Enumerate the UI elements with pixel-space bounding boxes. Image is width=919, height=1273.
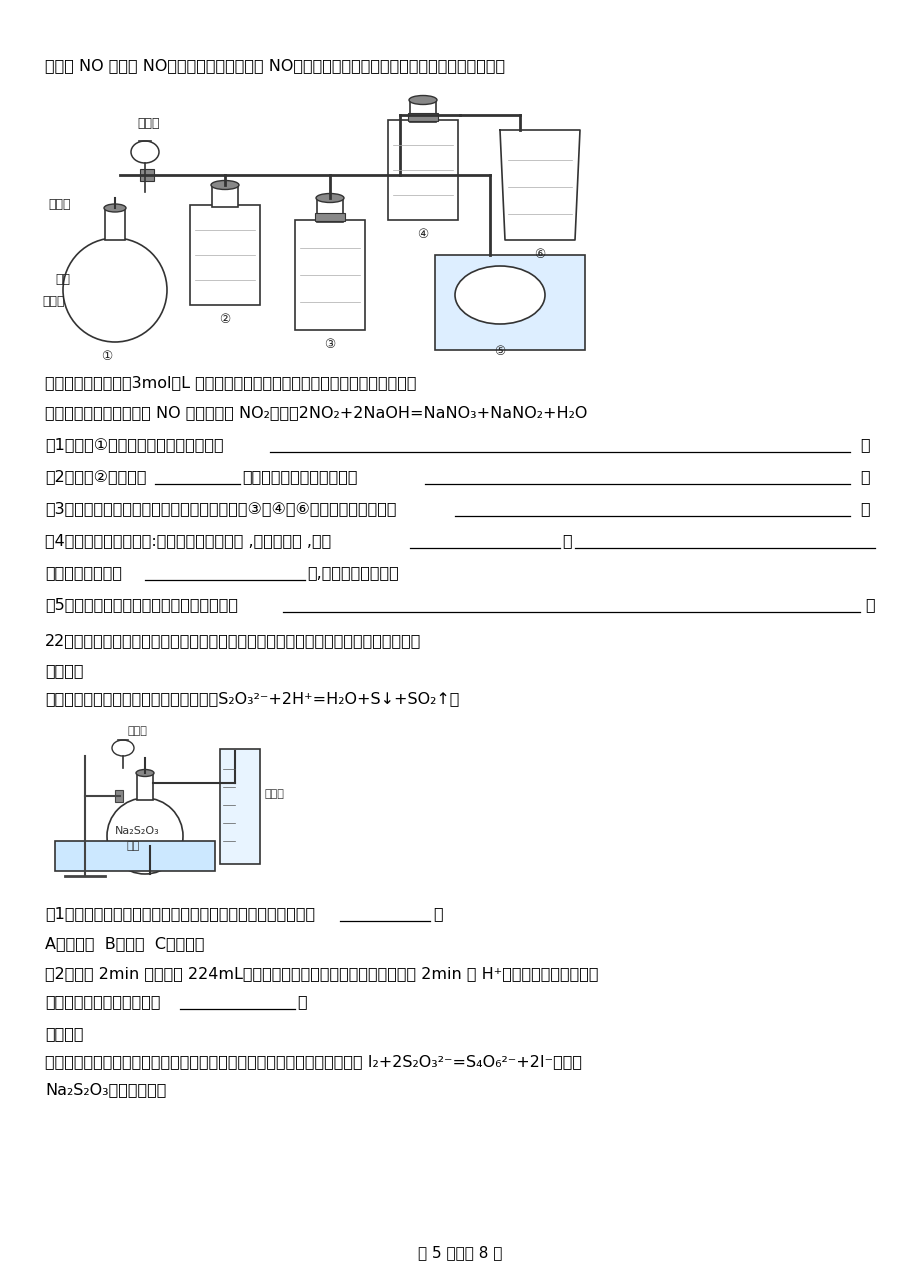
Text: （此操作的目的是: （此操作的目的是 <box>45 565 122 580</box>
Text: 酸能将 NO 氧化成 NO２，而稀硝酸不能氧化 NO。由此得出的结论是濃硝酸的氧化性强于稀硝酸。: 酸能将 NO 氧化成 NO２，而稀硝酸不能氧化 NO。由此得出的结论是濃硝酸的氧… <box>45 59 505 73</box>
Text: 。: 。 <box>297 994 306 1009</box>
Bar <box>137 773 153 799</box>
Text: （5）该小组得出的结论所依据的实验现象是: （5）该小组得出的结论所依据的实验现象是 <box>45 597 238 612</box>
Bar <box>317 199 343 222</box>
Text: 实验一：: 实验一： <box>45 663 84 679</box>
Text: （1）除如图装置所示的实验用品外，还需要的一种实验用品是: （1）除如图装置所示的实验用品外，还需要的一种实验用品是 <box>45 906 315 920</box>
Text: 为探讨反应物浓度对化学反应速率的影响，设计的实验方案如下表。（已知 I₂+2S₂O₃²⁻=S₄O₆²⁻+2I⁻，其中: 为探讨反应物浓度对化学反应速率的影响，设计的实验方案如下表。（已知 I₂+2S₂… <box>45 1054 582 1069</box>
Text: 22．为了探究化学反应速率和化学反应限度的有关问题，某研究小组进行了以下实验：: 22．为了探究化学反应速率和化学反应限度的有关问题，某研究小组进行了以下实验： <box>45 633 421 648</box>
Text: （2）装置②的目的是: （2）装置②的目的是 <box>45 468 146 484</box>
Text: ②: ② <box>219 313 231 326</box>
Text: （2）若在 2min 时收集到 224mL（已折算成标准状况）气体，可计算出该 2min 内 H⁺的反应速率，而该测定: （2）若在 2min 时收集到 224mL（已折算成标准状况）气体，可计算出该 … <box>45 966 598 981</box>
Bar <box>55 841 215 871</box>
Ellipse shape <box>210 181 239 190</box>
Text: （1）装置①中发生反应的离子方程式是: （1）装置①中发生反应的离子方程式是 <box>45 437 223 452</box>
Text: A．温度计  B．秒表  C．酒精灯: A．温度计 B．秒表 C．酒精灯 <box>45 936 204 951</box>
Text: 量气管: 量气管 <box>265 789 285 799</box>
Text: 弹簧夹: 弹簧夹 <box>48 199 71 211</box>
Text: 。: 。 <box>433 906 442 920</box>
Text: Na₂S₂O₃溶液均足量）: Na₂S₂O₃溶液均足量） <box>45 1082 166 1097</box>
Text: ④: ④ <box>417 228 428 241</box>
Text: ；: ； <box>859 437 868 452</box>
Circle shape <box>107 798 183 875</box>
Bar <box>231 778 239 788</box>
Ellipse shape <box>315 193 344 202</box>
Bar <box>105 207 125 241</box>
Ellipse shape <box>455 266 544 325</box>
Bar <box>220 749 260 864</box>
Text: （3）实验应避免有害气体排放到空气中，装置③、④、⑥中盛放的药品依次是: （3）实验应避免有害气体排放到空气中，装置③、④、⑥中盛放的药品依次是 <box>45 502 396 516</box>
Text: ①: ① <box>101 350 112 363</box>
Text: 浓硝酸: 浓硝酸 <box>137 117 159 130</box>
Circle shape <box>62 238 167 342</box>
Bar <box>115 791 123 802</box>
Text: Na₂S₂O₃: Na₂S₂O₃ <box>115 826 160 836</box>
Bar <box>295 220 365 330</box>
Text: ③: ③ <box>324 339 335 351</box>
Text: 铜片: 铜片 <box>55 272 70 286</box>
Text: 第 5 页，共 8 页: 第 5 页，共 8 页 <box>417 1245 502 1260</box>
Text: 可选药品：濃硝酸、3mol／L 稀硝酸、蒸馏水、濃硫酸、氮氧化钙溶液及二氧化碳: 可选药品：濃硝酸、3mol／L 稀硝酸、蒸馏水、濃硫酸、氮氧化钙溶液及二氧化碳 <box>45 376 416 390</box>
Bar <box>407 113 437 121</box>
Text: 弹簧夹: 弹簧夹 <box>42 295 64 308</box>
Text: ）,最后滴加濃硝酸；: ）,最后滴加濃硝酸； <box>307 565 398 580</box>
Text: ⑤: ⑤ <box>494 345 505 358</box>
Ellipse shape <box>130 141 159 163</box>
Ellipse shape <box>409 95 437 104</box>
Text: ⑥: ⑥ <box>534 248 545 261</box>
Text: 値比实际値偏小，其原因是: 値比实际値偏小，其原因是 <box>45 994 160 1009</box>
Text: 溶液: 溶液 <box>127 841 140 850</box>
Bar <box>190 205 260 306</box>
Text: 已知：氮氧化钙溶液不与 NO 反应，能与 NO₂反应：2NO₂+2NaOH=NaNO₃+NaNO₂+H₂O: 已知：氮氧化钙溶液不与 NO 反应，能与 NO₂反应：2NO₂+2NaOH=Na… <box>45 405 586 420</box>
Text: 实验二：: 实验二： <box>45 1026 84 1041</box>
Bar <box>410 101 436 122</box>
Bar <box>435 255 584 350</box>
Text: 稀硫酸: 稀硫酸 <box>128 726 148 736</box>
Text: 利用如图装置测定化学反应速率（已知：S₂O₃²⁻+2H⁺=H₂O+S↓+SO₂↑）: 利用如图装置测定化学反应速率（已知：S₂O₃²⁻+2H⁺=H₂O+S↓+SO₂↑… <box>45 691 459 707</box>
Text: （4）实验的具体操作是:先检验装置的气密性 ,再加入药品 ,然后: （4）实验的具体操作是:先检验装置的气密性 ,再加入药品 ,然后 <box>45 533 331 547</box>
Text: ，: ， <box>562 533 571 547</box>
Bar <box>211 185 238 207</box>
Bar <box>140 169 153 181</box>
Bar <box>388 120 458 220</box>
Ellipse shape <box>136 769 153 777</box>
Ellipse shape <box>112 740 134 756</box>
Bar <box>314 213 345 222</box>
Text: ；: ； <box>859 502 868 516</box>
Ellipse shape <box>104 204 126 213</box>
Text: ，发生反应的化学方程式是: ，发生反应的化学方程式是 <box>242 468 357 484</box>
Text: ；: ； <box>859 468 868 484</box>
Text: 。: 。 <box>864 597 874 612</box>
